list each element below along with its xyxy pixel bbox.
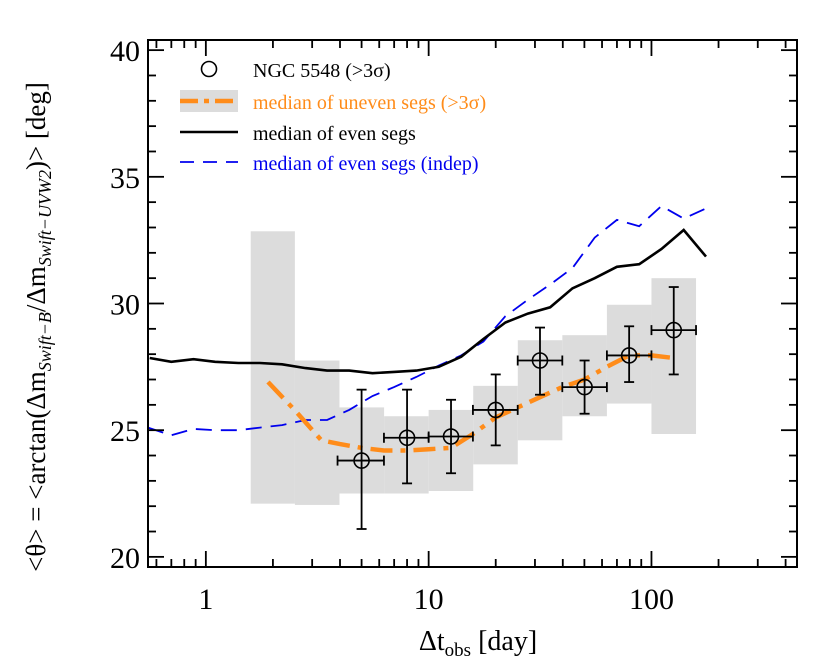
y-axis-label-sub1: Swift−B [35,312,55,371]
legend-entry: median of even segs [180,123,416,145]
data-point [576,378,593,396]
legend-entry: NGC 5548 (>3σ) [200,60,391,82]
x-tick-label: 100 [629,583,674,616]
series-line-even-indep [147,204,707,437]
x-tick-label: 10 [414,583,444,616]
data-point [487,401,505,419]
uneven-range-bin [294,360,340,505]
data-point [442,428,460,445]
y-axis-label-part1: <θ> = <arctan(Δm [21,371,51,572]
data-point [531,352,549,369]
y-axis-label-part3: )> [deg] [21,82,51,170]
series-line-even [149,228,707,375]
y-axis-label: <θ> = <arctan(ΔmSwift−B/ΔmSwift−UVW2)> [… [21,82,55,572]
y-tick-label: 40 [110,35,140,68]
legend-entry: median of even segs (indep) [180,153,478,175]
legend-label: median of uneven segs (>3σ) [253,92,486,114]
legend-entry: median of uneven segs (>3σ) [180,90,486,114]
legend-symbol-circle [200,60,218,78]
y-axis-label-sub2: Swift−UVW2 [35,170,55,266]
legend-label: median of even segs [253,123,416,145]
data-point [620,347,638,364]
data-point [353,452,370,469]
x-axis-label: Δtobs [day] [419,626,537,661]
axis-ticks-layer: 20 25 30 35 40 1 10 100 [110,35,797,616]
y-tick-label: 25 [110,415,140,448]
legend: NGC 5548 (>3σ) median of uneven segs (>3σ… [180,60,486,175]
y-tick-label: 30 [110,289,140,322]
legend-label: median of even segs (indep) [253,153,478,175]
x-axis-label-suffix: [day] [471,626,537,657]
x-axis-label-prefix: Δt [419,626,445,657]
uneven-range-bin [250,231,295,504]
legend-label: NGC 5548 (>3σ) [253,60,391,82]
data-point [665,321,683,339]
y-axis-label-part2: /Δm [21,266,51,312]
data-points-layer [336,286,697,530]
data-point [398,429,416,447]
x-axis-label-subscript: obs [445,640,471,661]
x-tick-label: 1 [198,583,213,616]
y-tick-label: 35 [110,162,140,195]
y-tick-label: 20 [110,542,140,575]
